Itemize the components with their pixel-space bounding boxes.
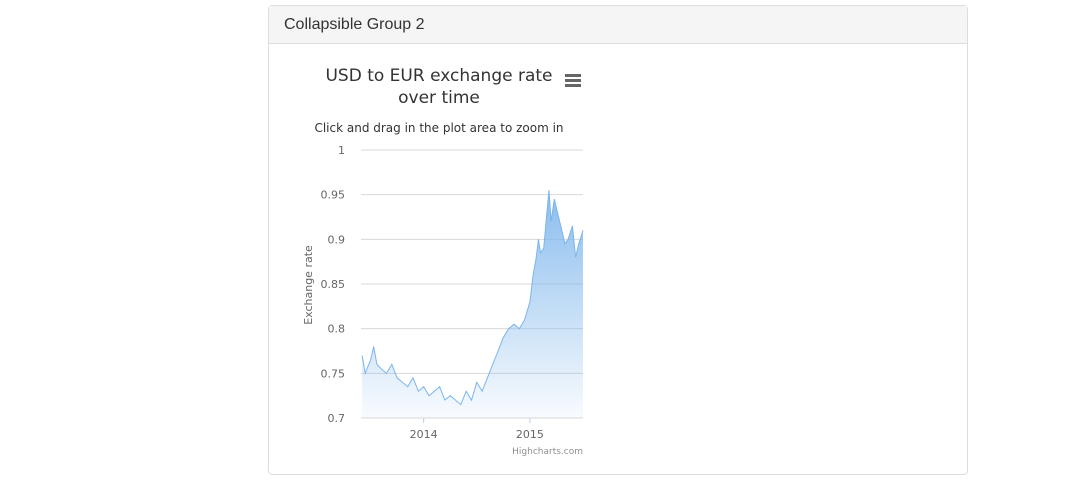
x-tick-label: 2015 (516, 428, 544, 441)
y-tick-label: 0.95 (321, 189, 346, 202)
y-tick-label: 0.7 (328, 412, 346, 425)
panel-header[interactable]: Collapsible Group 2 (269, 6, 967, 44)
y-tick-label: 0.8 (328, 323, 346, 336)
y-tick-label: 0.85 (321, 278, 346, 291)
panel: Collapsible Group 2 (268, 5, 968, 475)
menu-button[interactable] (565, 74, 581, 87)
y-axis-label: Exchange rate (302, 245, 315, 325)
chart-subtitle: Click and drag in the plot area to zoom … (314, 121, 563, 135)
area-line (361, 190, 584, 406)
y-tick-label: 1 (338, 144, 345, 157)
chart-title: USD to EUR exchange rate over time (325, 66, 553, 108)
menu-bar (565, 74, 581, 77)
menu-bar (565, 84, 581, 87)
y-tick-label: 0.75 (321, 367, 346, 380)
area-fill (362, 190, 583, 418)
x-tick-label: 2014 (410, 428, 438, 441)
menu-bar (565, 79, 581, 82)
credits[interactable]: Highcharts.com (512, 447, 583, 457)
y-tick-label: 0.9 (328, 233, 346, 246)
